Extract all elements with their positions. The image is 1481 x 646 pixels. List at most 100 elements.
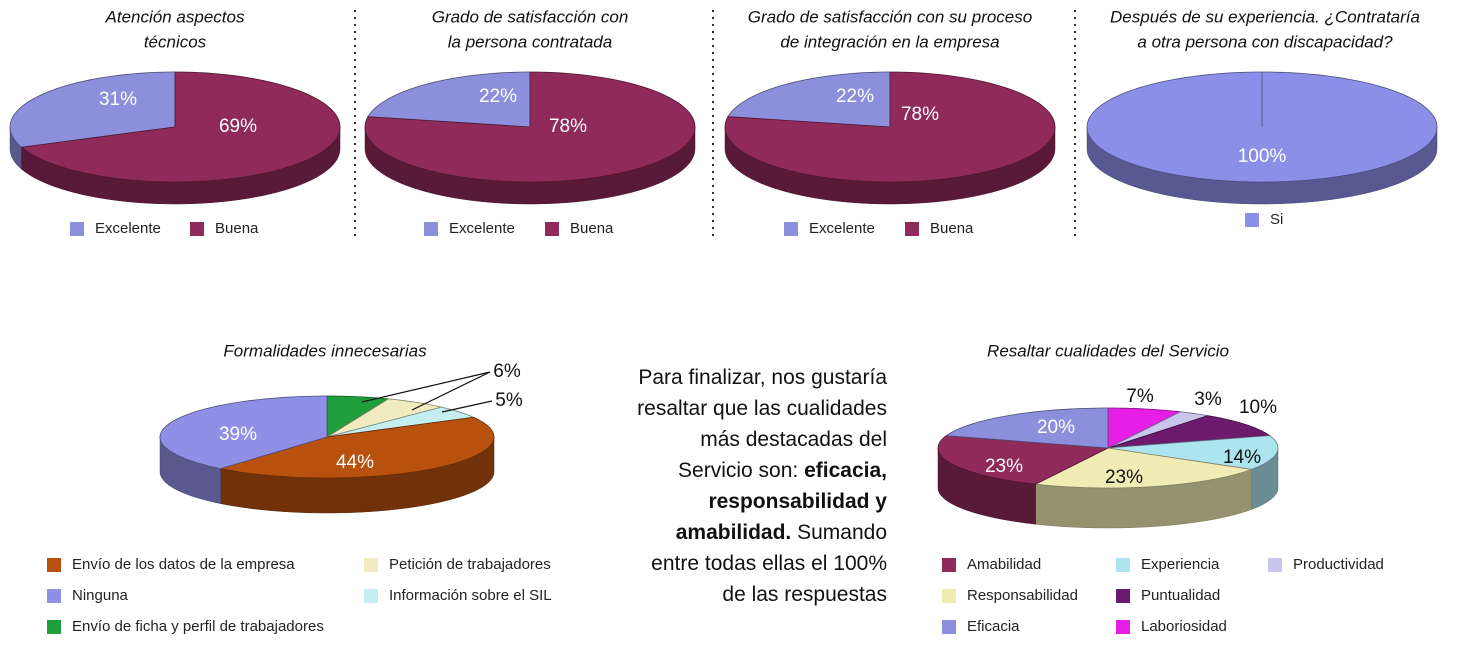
data-label: 14% (1223, 447, 1261, 468)
legend-label: Excelente (809, 220, 875, 237)
legend-swatch (905, 222, 919, 236)
pie-sides (937, 447, 1279, 529)
legend-swatch (1116, 620, 1130, 634)
pie-slice (1107, 415, 1271, 449)
legend-label: Ninguna (72, 587, 129, 604)
legend-swatch (942, 620, 956, 634)
legend-swatch (545, 222, 559, 236)
legend-label: Eficacia (967, 618, 1020, 635)
data-label: 22% (836, 86, 874, 107)
pie-slice (20, 71, 341, 183)
legend-label: Envío de los datos de la empresa (72, 556, 295, 573)
pie-slice (367, 71, 531, 128)
legend-label: Responsabilidad (967, 587, 1078, 604)
paragraph-emphasis: eficacia, responsabilidad y amabilidad. (675, 459, 887, 544)
legend-label: Información sobre el SIL (389, 587, 552, 604)
data-label: 6% (493, 361, 521, 382)
data-label: 100% (1238, 146, 1287, 167)
pie-slice (937, 435, 1110, 485)
closing-paragraph: Para finalizar, nos gustaría resaltar qu… (625, 362, 887, 610)
legend-label: Productividad (1293, 556, 1384, 573)
pie-tops (159, 395, 495, 479)
chart-title: Después de su experiencia. ¿Contrataría (1110, 7, 1420, 26)
data-label: 22% (479, 86, 517, 107)
legend-swatch (784, 222, 798, 236)
legend-swatch (364, 589, 378, 603)
chart-title: de integración en la empresa (780, 32, 999, 51)
pie-tops (364, 71, 696, 183)
legend-label: Si (1270, 211, 1283, 228)
legend-label: Laboriosidad (1141, 618, 1227, 635)
legend-swatch (1245, 213, 1259, 227)
pie-slice (220, 416, 495, 479)
pie-slice (945, 407, 1109, 449)
data-label: 39% (219, 424, 257, 445)
legend-label: Buena (215, 220, 259, 237)
legend-label: Amabilidad (967, 556, 1041, 573)
chart-title: Formalidades innecesarias (223, 341, 427, 360)
legend-swatch (942, 558, 956, 572)
data-label: 31% (99, 89, 137, 110)
chart-title: Grado de satisfacción con su proceso (748, 7, 1032, 26)
pie-slice (9, 71, 176, 148)
pie-slice (1107, 407, 1182, 449)
pie-tops (1086, 71, 1438, 183)
legend-swatch (364, 558, 378, 572)
legend-label: Excelente (449, 220, 515, 237)
pie-tops (9, 71, 341, 183)
paragraph-text: Sumando entre todas ellas el 100% de las… (651, 521, 887, 606)
pie-slice (326, 398, 442, 438)
pie-slice (1107, 435, 1279, 470)
leader-line (411, 371, 491, 411)
legend-label: Experiencia (1141, 556, 1220, 573)
pie-slice (724, 71, 1056, 183)
data-label: 5% (495, 390, 523, 411)
chart-title: Resaltar cualidades del Servicio (987, 341, 1229, 360)
data-label: 44% (336, 452, 374, 473)
chart-title: Atención aspectos (105, 7, 245, 26)
data-label: 23% (1105, 467, 1143, 488)
pie-slice (159, 395, 328, 470)
legend-swatch (1116, 558, 1130, 572)
pie-slice (364, 71, 696, 183)
paragraph-text: Para finalizar, nos gustaría resaltar qu… (637, 366, 887, 482)
legend-label: Buena (930, 220, 974, 237)
legend-label: Puntualidad (1141, 587, 1220, 604)
legend-swatch (942, 589, 956, 603)
legend-swatch (1116, 589, 1130, 603)
legend-swatch (190, 222, 204, 236)
data-label: 20% (1037, 417, 1075, 438)
leader-line (441, 400, 493, 413)
pie-slice (326, 395, 390, 438)
data-label: 78% (549, 116, 587, 137)
legend-swatch (424, 222, 438, 236)
data-label: 10% (1239, 397, 1277, 418)
data-label: 7% (1126, 386, 1154, 407)
data-label: 23% (985, 456, 1023, 477)
legend-label: Envío de ficha y perfil de trabajadores (72, 618, 324, 635)
legend-swatch (47, 558, 61, 572)
data-label: 69% (219, 116, 257, 137)
pie-tops (724, 71, 1056, 183)
legend-label: Petición de trabajadores (389, 556, 551, 573)
legend-swatch (47, 620, 61, 634)
chart-title: técnicos (144, 32, 207, 51)
legend-swatch (47, 589, 61, 603)
chart-title: a otra persona con discapacidad? (1137, 32, 1393, 51)
chart-title: la persona contratada (448, 32, 612, 51)
data-label: 3% (1194, 389, 1222, 410)
legend-swatch (1268, 558, 1282, 572)
legend-label: Buena (570, 220, 614, 237)
leader-line (361, 371, 491, 403)
pie-tops (937, 407, 1279, 489)
pie-slice (1107, 411, 1209, 449)
pie-slice (1086, 71, 1438, 183)
chart-title: Grado de satisfacción con (432, 7, 629, 26)
data-label: 78% (901, 104, 939, 125)
legend-swatch (70, 222, 84, 236)
legend-label: Excelente (95, 220, 161, 237)
pie-slice (727, 71, 891, 128)
pie-slice (326, 406, 475, 438)
